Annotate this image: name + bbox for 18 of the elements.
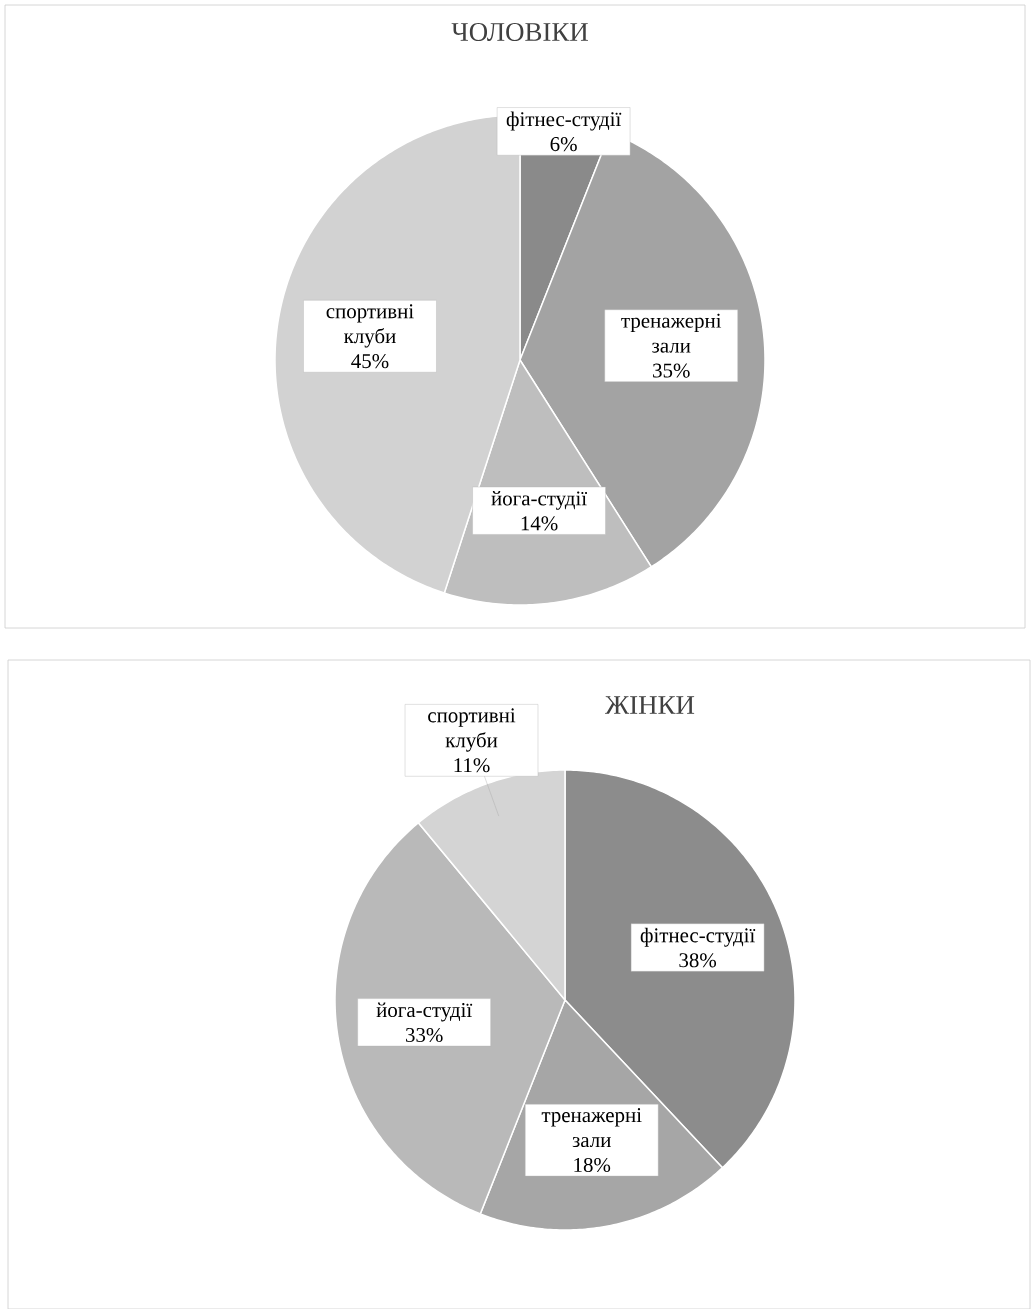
data-label: 45% (351, 354, 389, 369)
data-label: 38% (679, 953, 717, 968)
data-label: 33% (405, 1027, 443, 1043)
data-label: 14% (521, 516, 558, 531)
slice-label: спортивні клуби (428, 708, 516, 752)
slice-label: фітнес-студії (506, 111, 622, 131)
slice-label: тренажерні зали (621, 313, 722, 353)
chart-title: ЧОЛОВІКИ (451, 22, 588, 42)
slice-label: тренажерні зали (541, 1108, 642, 1148)
data-label: 11% (454, 758, 490, 773)
slice-label: йога-студії (376, 1002, 473, 1022)
data-label: 6% (550, 137, 577, 152)
slice-label: фітнес-студії (640, 927, 756, 947)
slice-label: спортивні клуби (326, 304, 414, 348)
data-label: 35% (653, 363, 690, 378)
chart-title: ЖІНКИ (605, 696, 695, 714)
data-label: 18% (574, 1157, 611, 1173)
slice-label: йога-студії (491, 490, 588, 510)
